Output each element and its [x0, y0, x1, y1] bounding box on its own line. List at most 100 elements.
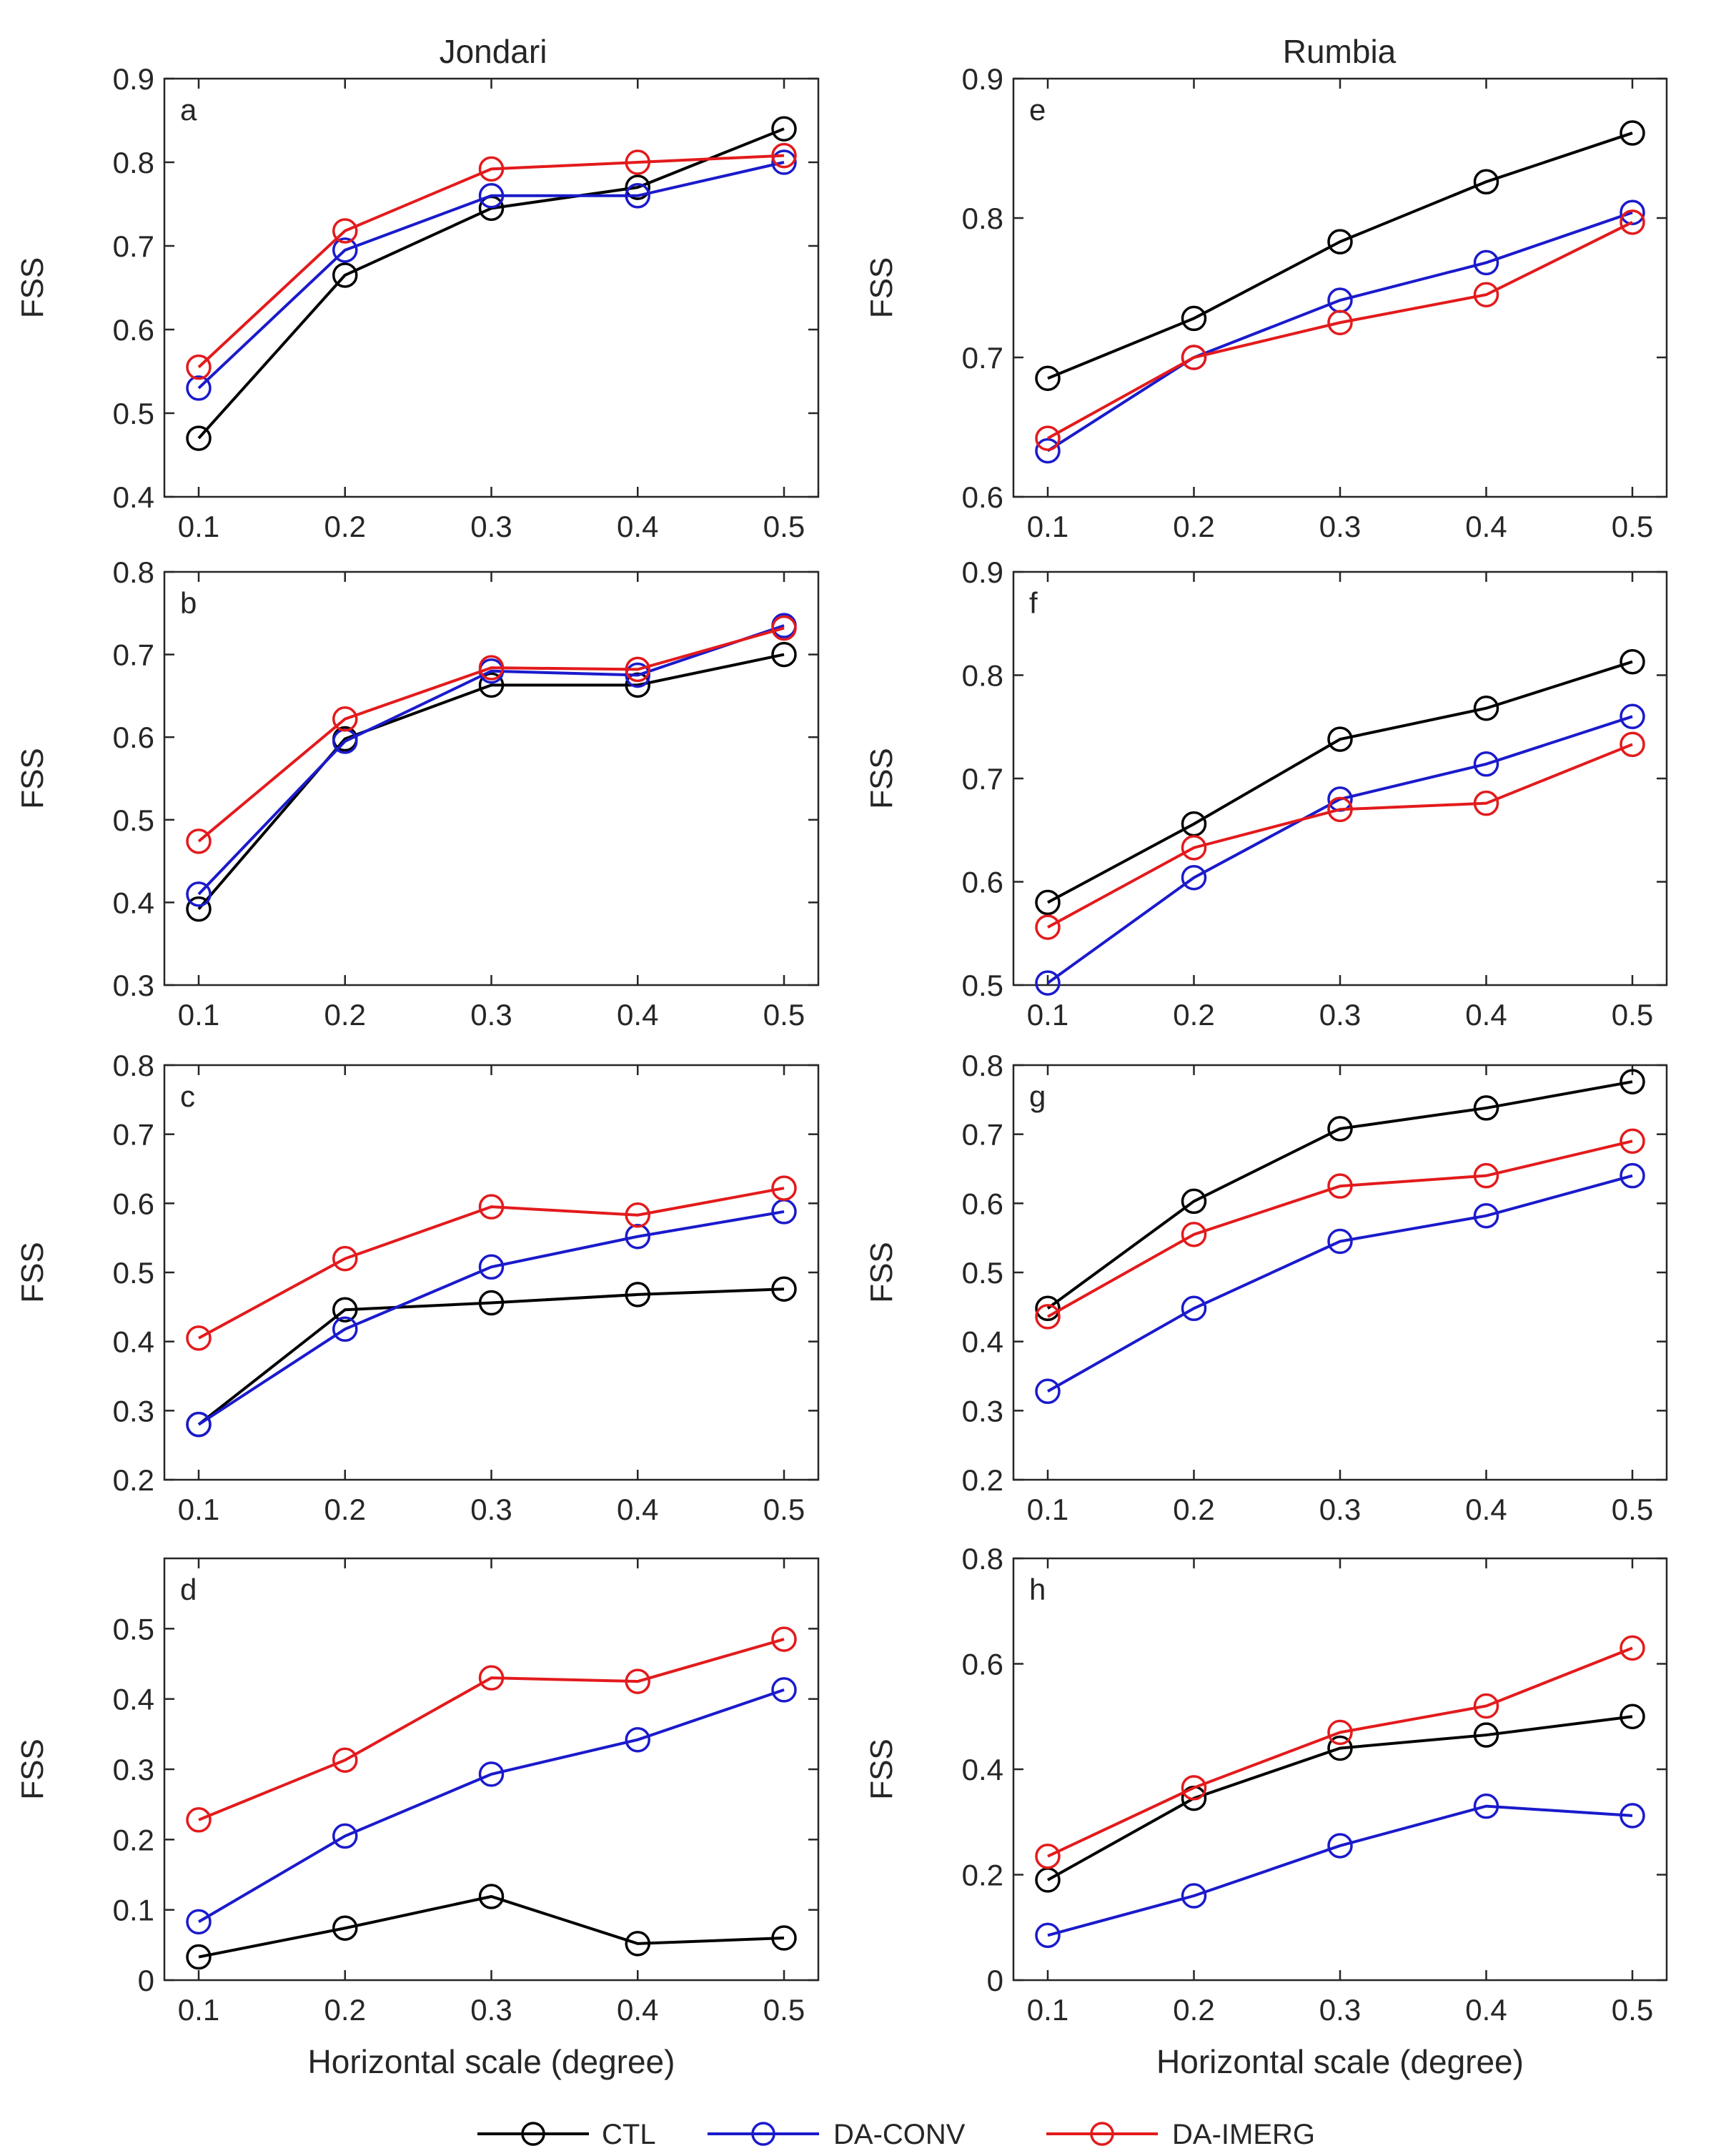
data-point-da-conv: [771, 1677, 797, 1703]
y-tick-label: 0.8: [113, 1049, 154, 1082]
data-point-da-imerg: [332, 1245, 358, 1272]
series-line-da-imerg: [1047, 743, 1633, 929]
panel-a: 0.4 0.5 0.6 0.7 0.8 0.9 0.1 0.2 0.3 0.4 0.5 a FSS: [15, 62, 820, 543]
y-axis-label: FSS: [15, 748, 50, 809]
data-point-da-conv: [1473, 1793, 1499, 1819]
data-point-da-conv: [1473, 249, 1499, 276]
data-point-da-conv: [1181, 1883, 1207, 1909]
panel-label: b: [180, 586, 197, 620]
data-point-da-conv: [332, 237, 358, 263]
data-point-da-conv: [1620, 1162, 1645, 1189]
y-tick-label: 0.5: [962, 1256, 1003, 1290]
data-point-da-imerg: [186, 829, 212, 854]
x-tick-label: 0.4: [617, 1993, 658, 2027]
x-tick-label: 0.2: [1173, 998, 1214, 1032]
series-line-ctl: [1047, 1715, 1633, 1881]
data-point-ctl: [1327, 726, 1353, 752]
series-line-ctl: [1046, 1080, 1633, 1310]
data-point-da-imerg: [1620, 209, 1645, 235]
x-tick-label: 0.2: [324, 998, 366, 1032]
y-tick-label: 0.6: [113, 1187, 154, 1220]
data-point-ctl: [1473, 1095, 1499, 1121]
x-axis-label: Horizontal scale (degree): [1156, 2043, 1524, 2080]
y-tick-label: 0.4: [962, 1325, 1003, 1359]
legend-label-ctl: CTL: [602, 2119, 656, 2150]
y-tick-label: 0.6: [113, 721, 154, 754]
y-tick-label: 0.4: [113, 1325, 154, 1359]
data-point-da-conv: [1620, 1803, 1645, 1829]
y-tick-label: 0.7: [113, 1118, 154, 1152]
data-point-da-conv: [186, 375, 212, 401]
y-tick-label: 0.8: [962, 202, 1003, 235]
y-axis-label: FSS: [15, 1739, 50, 1800]
y-tick-label: 0.6: [113, 313, 154, 347]
data-point-da-conv: [1035, 1922, 1061, 1949]
x-tick-label: 0.1: [1027, 1993, 1068, 2027]
series-line-ctl: [197, 1287, 785, 1426]
data-point-da-imerg: [771, 1175, 797, 1201]
data-point-da-imerg: [1620, 1128, 1645, 1154]
x-tick-label: 0.4: [1465, 998, 1507, 1032]
data-point-ctl: [1327, 229, 1353, 254]
y-tick-label: 0.4: [113, 1683, 154, 1716]
data-point-ctl: [332, 262, 358, 288]
data-point-da-imerg: [478, 655, 505, 681]
x-tick-label: 0.2: [324, 510, 366, 543]
data-point-da-imerg: [1181, 345, 1207, 370]
y-tick-label: 0.5: [113, 1256, 154, 1290]
data-point-ctl: [625, 174, 650, 200]
data-point-ctl: [1473, 1722, 1499, 1748]
x-tick-label: 0.5: [763, 510, 805, 543]
y-tick-label: 0.4: [962, 1753, 1003, 1786]
data-point-ctl: [1473, 695, 1499, 721]
data-point-da-conv: [1620, 703, 1645, 730]
data-point-da-imerg: [1473, 1162, 1499, 1189]
y-tick-label: 0.1: [113, 1894, 154, 1927]
data-point-da-imerg: [186, 354, 212, 380]
y-tick-label: 0.9: [113, 62, 154, 96]
data-point-da-conv: [478, 1254, 505, 1280]
y-tick-label: 0.3: [113, 1394, 154, 1428]
data-point-da-imerg: [1327, 796, 1353, 823]
y-tick-label: 0.5: [113, 1612, 154, 1646]
y-axis-label: FSS: [15, 257, 50, 319]
data-point-da-conv: [332, 1823, 358, 1849]
x-tick-label: 0.5: [1612, 510, 1653, 543]
panel-c: 0.2 0.3 0.4 0.5 0.6 0.7 0.8 0.1 0.2 0.3 0.4 0.5 c FSS: [15, 1049, 820, 1526]
data-point-da-imerg: [478, 1194, 505, 1220]
y-axis-label: FSS: [864, 1242, 899, 1303]
x-tick-label: 0.2: [1173, 1993, 1214, 2027]
legend-marker-da-imerg: [1090, 2122, 1114, 2146]
x-tick-label: 0.1: [178, 1493, 219, 1526]
y-axis-label: FSS: [15, 1242, 50, 1303]
y-tick-label: 0.8: [113, 146, 154, 179]
data-point-ctl: [771, 1925, 797, 1951]
x-tick-label: 0.1: [1027, 1493, 1068, 1526]
y-tick-label: 0.7: [962, 341, 1003, 375]
y-tick-label: 0.8: [962, 1542, 1003, 1576]
y-tick-label: 0.5: [113, 803, 154, 837]
panel-label: h: [1029, 1573, 1046, 1606]
data-point-da-imerg: [186, 1807, 212, 1833]
data-point-da-imerg: [1035, 914, 1061, 940]
data-point-da-imerg: [332, 1747, 358, 1773]
series-line-ctl: [197, 653, 785, 910]
data-point-ctl: [771, 116, 797, 142]
x-tick-label: 0.5: [763, 1993, 805, 2027]
y-axis-label: FSS: [864, 1739, 899, 1800]
y-tick-label: 0.7: [113, 638, 154, 672]
data-point-da-conv: [625, 1726, 650, 1753]
data-point-da-conv: [186, 1411, 212, 1438]
x-tick-label: 0.3: [470, 510, 512, 543]
x-tick-label: 0.3: [1319, 1993, 1361, 2027]
data-point-da-conv: [1473, 1202, 1499, 1229]
data-point-da-conv: [1035, 970, 1061, 996]
data-point-da-conv: [1327, 1833, 1353, 1859]
series-line-da-conv: [1047, 1804, 1633, 1937]
y-tick-label: 0.9: [962, 555, 1003, 589]
y-tick-label: 0.7: [962, 1118, 1003, 1152]
panel-b: 0.3 0.4 0.5 0.6 0.7 0.8 0.1 0.2 0.3 0.4 0.5 b FSS: [15, 555, 820, 1032]
data-point-da-imerg: [1181, 835, 1207, 861]
